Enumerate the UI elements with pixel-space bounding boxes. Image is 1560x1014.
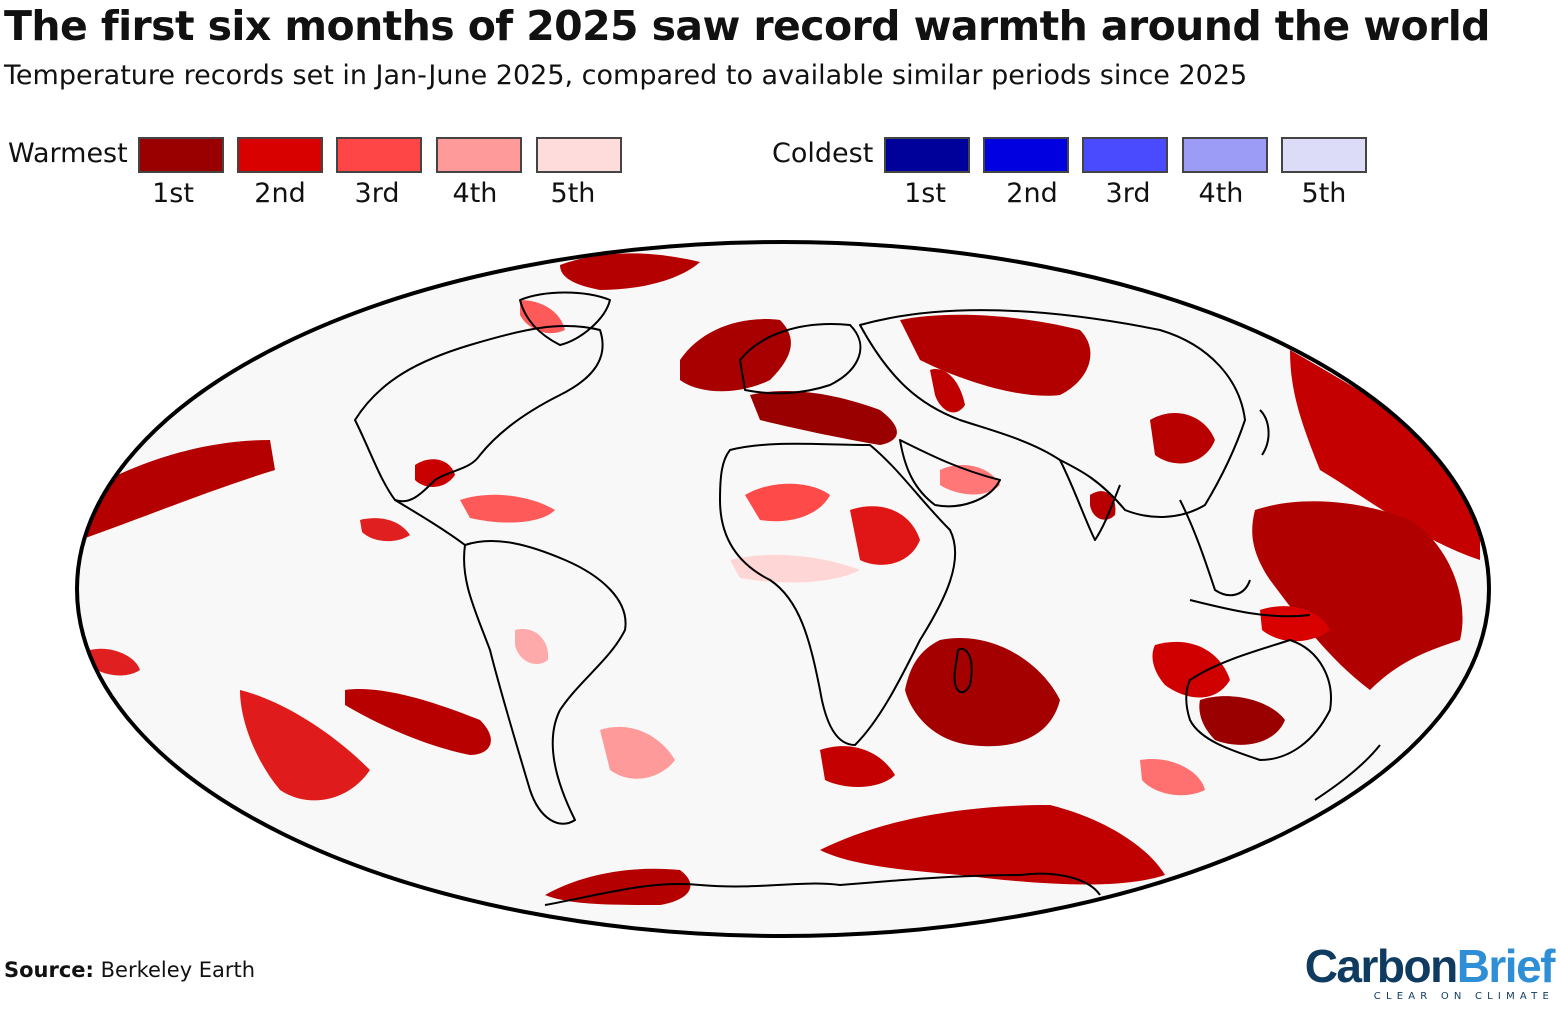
source-note: Source: Berkeley Earth (4, 958, 255, 982)
coastline-africa (719, 442, 957, 746)
anomaly-canada-arctic (520, 300, 565, 334)
source-label: Source: (4, 958, 94, 982)
logo-wordmark: CarbonBrief (1304, 940, 1556, 992)
anomaly-europe-atlantic (680, 319, 791, 392)
anomaly-mediterranean (750, 390, 897, 445)
record-anomaly-areas (77, 253, 1480, 905)
anomaly-caspian (930, 369, 965, 413)
globe-background (77, 242, 1489, 936)
legend-coldest-5th-label: 5th (1301, 178, 1347, 209)
legend-warmest-3rd-swatch (336, 137, 422, 173)
legend-coldest-3rd-label: 3rd (1105, 178, 1151, 209)
legend-warmest-4th-label: 4th (452, 178, 498, 209)
coastline-southeast-asia (1179, 499, 1251, 597)
anomaly-south-africa-south (820, 746, 895, 787)
anomaly-antarctic-peninsula (545, 868, 691, 905)
coastline-greenland (519, 291, 611, 346)
coastline-north-america (354, 325, 604, 503)
logo-tagline: CLEAR ON CLIMATE (1373, 991, 1554, 1002)
coastline-europe (739, 323, 862, 395)
anomaly-china (1150, 412, 1215, 464)
legend-warmest-3rd-label: 3rd (354, 178, 400, 209)
legend-coldest-1st-label: 1st (904, 178, 946, 209)
legend-warmest-2nd-swatch (237, 137, 323, 173)
legend-coldest-2nd-label: 2nd (1006, 178, 1058, 209)
coastline-madagascar (953, 648, 973, 694)
carbon-brief-logo: CarbonBrief CLEAR ON CLIMATE (1304, 940, 1556, 1002)
legend-warmest-4th-swatch (436, 137, 522, 173)
anomaly-sahel (745, 483, 830, 522)
anomaly-east-africa (850, 506, 920, 565)
globe-outline (75, 240, 1491, 938)
anomaly-western-pacific (1252, 501, 1463, 690)
legend-warmest-2nd-label: 2nd (254, 178, 306, 209)
coastline-australia (1185, 639, 1332, 761)
legend-warmest-1st-swatch (138, 137, 224, 173)
coastline-india (1059, 459, 1121, 541)
anomaly-central-pacific-east (360, 518, 410, 542)
anomaly-south-pacific-edge (90, 648, 140, 676)
anomaly-south-pacific-central (345, 689, 491, 755)
anomaly-middle-east (940, 465, 1000, 495)
anomaly-north-pacific (77, 440, 275, 540)
legend-warmest-label: Warmest (8, 138, 128, 169)
coastline-indonesia (1189, 599, 1311, 618)
legend-coldest-2nd-swatch (983, 137, 1069, 173)
anomaly-indonesia (1260, 606, 1330, 642)
legend-coldest-1st-swatch (884, 137, 970, 173)
world-map (75, 240, 1491, 938)
coastline-new-zealand (1314, 744, 1381, 801)
anomaly-pacific-west-edge (1290, 350, 1480, 560)
legend-warmest-5th-label: 5th (550, 178, 596, 209)
legend-coldest-3rd-swatch (1082, 137, 1168, 173)
legend-coldest-label: Coldest (772, 138, 874, 169)
coastline-central-america (394, 499, 466, 546)
chart-title: The first six months of 2025 saw record … (4, 2, 1491, 50)
coastline-arabia (899, 439, 1001, 508)
coastlines (354, 291, 1381, 906)
anomaly-australia-interior (1199, 696, 1285, 745)
anomaly-australia-west (1152, 641, 1230, 698)
anomaly-caribbean (460, 494, 555, 523)
coastline-south-america (463, 539, 627, 825)
anomaly-tasman (1140, 759, 1205, 796)
logo-part-brief: Brief (1456, 940, 1556, 992)
legend-coldest-4th-label: 4th (1198, 178, 1244, 209)
anomaly-south-pacific-west (240, 690, 370, 801)
coastline-asia (859, 309, 1246, 518)
source-text: Berkeley Earth (100, 958, 256, 982)
anomaly-arctic-greenland (560, 253, 700, 290)
logo-part-carbon: Carbon (1304, 940, 1459, 992)
anomaly-south-america-interior (515, 629, 549, 665)
legend-coldest-5th-swatch (1281, 137, 1367, 173)
anomaly-south-atlantic (600, 726, 675, 779)
anomaly-siberia (900, 314, 1091, 396)
anomaly-south-indian-ocean (905, 638, 1060, 747)
coastline-antarctica (544, 872, 1101, 906)
coastline-japan (1259, 409, 1270, 456)
legend-warmest-1st-label: 1st (152, 178, 194, 209)
anomaly-gulf-mexico (415, 459, 455, 487)
legend-warmest-5th-swatch (536, 137, 622, 173)
anomaly-southern-ocean (820, 805, 1165, 885)
legend-coldest-4th-swatch (1182, 137, 1268, 173)
chart-subtitle: Temperature records set in Jan-June 2025… (4, 60, 1248, 91)
